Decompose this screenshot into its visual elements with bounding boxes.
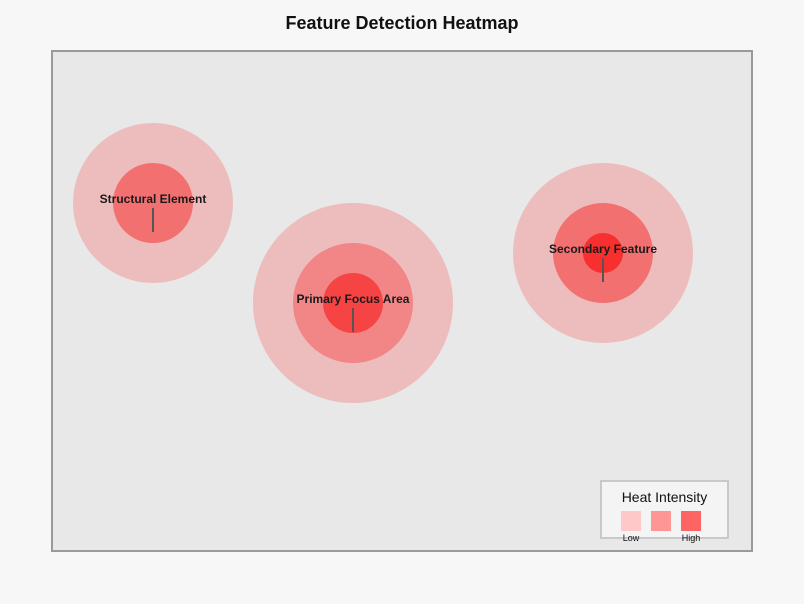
legend-swatch-medium: [651, 511, 671, 531]
legend-title: Heat Intensity: [621, 489, 708, 505]
legend-low-label: Low: [622, 533, 640, 543]
primary-marker-line: [352, 308, 354, 332]
chart-title: Feature Detection Heatmap: [285, 13, 519, 33]
legend-swatch-low: [621, 511, 641, 531]
secondary-marker-line: [602, 258, 604, 282]
legend-high-label: High: [681, 533, 701, 543]
legend-swatch-high: [681, 511, 701, 531]
label-secondary-feature: Secondary Feature: [548, 242, 658, 256]
structural-marker-line: [152, 208, 154, 232]
label-structural-element: Structural Element: [99, 192, 207, 206]
heat-intensity-legend: Heat Intensity Low High: [600, 480, 729, 543]
label-primary-focus-area: Primary Focus Area: [296, 292, 410, 306]
heatmap-canvas: Structural Element Primary Focus Area Se…: [51, 50, 753, 552]
